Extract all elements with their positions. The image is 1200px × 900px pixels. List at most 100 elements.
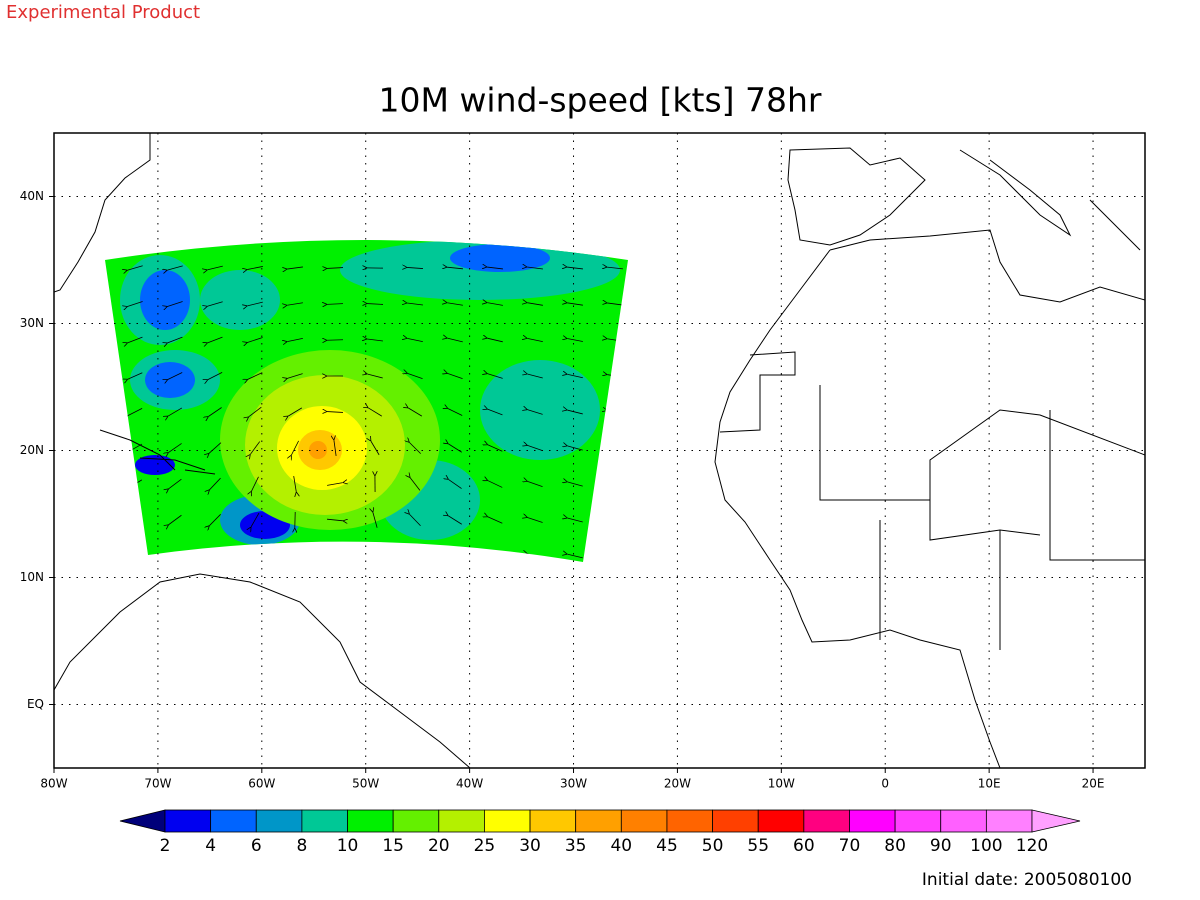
wind-arrow xyxy=(527,374,543,379)
colorbar-label: 50 xyxy=(702,836,724,856)
wind-arrow xyxy=(287,338,303,341)
colorbar-label: 10 xyxy=(337,836,359,856)
wind-arrow xyxy=(287,302,303,305)
x-tick-label: 40W xyxy=(456,777,483,791)
colorbar-box xyxy=(529,809,577,833)
wind-arrow xyxy=(334,440,337,456)
wind-arrow xyxy=(293,476,297,492)
wind-arrow xyxy=(169,478,182,489)
colorbar-label: 100 xyxy=(970,836,1002,856)
wind-arrow xyxy=(327,304,344,305)
wind-arrow xyxy=(448,516,462,525)
wind-arrow xyxy=(527,445,543,451)
colorbar-label: 35 xyxy=(565,836,587,856)
wind-arrow xyxy=(167,301,183,307)
wind-arrow xyxy=(169,514,182,525)
x-tick-label: 50W xyxy=(352,777,379,791)
product-label: Experimental Product xyxy=(6,2,200,23)
wind-arrow xyxy=(447,267,463,269)
wind-arrow xyxy=(368,408,383,417)
colorbar-box xyxy=(484,809,531,833)
wind-arrow xyxy=(367,374,383,379)
wind-arrow xyxy=(208,336,223,343)
x-tick-label: 0 xyxy=(881,777,889,791)
colorbar-box xyxy=(620,809,668,833)
wind-arrow xyxy=(128,336,143,343)
wind-arrow xyxy=(409,442,421,454)
wind-arrow xyxy=(128,372,143,380)
wind-arrow xyxy=(448,479,462,489)
wind-arrow xyxy=(248,372,263,380)
colorbar-box xyxy=(803,809,850,833)
wind-arrow xyxy=(447,338,463,343)
wind-arrow xyxy=(567,267,583,270)
wind-arrow xyxy=(408,408,423,417)
x-tick-label: 70W xyxy=(144,777,171,791)
wind-arrow xyxy=(527,267,543,270)
wind-arrow xyxy=(327,268,344,269)
wind-arrow xyxy=(287,373,303,379)
wind-arrow xyxy=(409,514,421,527)
wind-arrow xyxy=(249,406,262,417)
x-tick-label: 20W xyxy=(664,777,691,791)
colorbar-label: 8 xyxy=(296,836,307,856)
colorbar-box xyxy=(757,809,805,833)
wind-arrow xyxy=(567,446,583,451)
wind-arrow xyxy=(327,412,344,413)
colorbar-label: 2 xyxy=(160,836,171,856)
wind-arrow xyxy=(207,265,223,270)
x-tick-label: 60W xyxy=(248,777,275,791)
wind-arrow xyxy=(168,443,182,452)
wind-arrow xyxy=(447,373,463,379)
colorbar-box xyxy=(210,809,257,833)
wind-arrow xyxy=(247,266,263,269)
wind-arrow xyxy=(168,336,183,343)
wind-arrow xyxy=(168,372,183,380)
wind-arrow xyxy=(527,338,543,343)
wind-arrow xyxy=(567,482,583,487)
wind-arrow xyxy=(291,440,299,455)
wind-arrow xyxy=(527,517,543,523)
colorbar-label: 55 xyxy=(747,836,769,856)
wind-arrow xyxy=(250,441,261,455)
wind-arrow xyxy=(373,512,378,528)
wind-arrow xyxy=(247,301,263,306)
wind-arrow xyxy=(487,338,503,343)
wind-arrow xyxy=(607,267,623,269)
wind-arrow xyxy=(167,265,183,270)
y-tick-label: EQ xyxy=(27,697,44,711)
wind-arrow xyxy=(407,267,424,268)
x-tick-label: 10E xyxy=(978,777,1001,791)
wind-arrow xyxy=(247,337,263,343)
wind-arrow xyxy=(407,338,423,343)
wind-arrow xyxy=(287,266,303,269)
wind-arrow xyxy=(567,374,583,379)
wind-arrow xyxy=(527,481,543,488)
colorbar-label: 120 xyxy=(1016,836,1048,856)
wind-arrow xyxy=(371,441,380,456)
wind-arrow xyxy=(567,410,583,415)
initial-date: Initial date: 2005080100 xyxy=(922,870,1132,890)
colorbar-box xyxy=(255,809,303,833)
wind-arrow xyxy=(487,303,503,306)
wind-arrow xyxy=(447,303,463,306)
colorbar-label: 45 xyxy=(656,836,678,856)
wind-arrow xyxy=(208,372,223,379)
wind-arrow xyxy=(527,303,543,306)
wind-arrow xyxy=(488,481,503,488)
wind-arrow xyxy=(209,514,221,525)
wind-arrow xyxy=(168,407,183,416)
wind-arrow xyxy=(127,265,143,270)
wind-arrow xyxy=(407,373,423,380)
wind-arrow xyxy=(327,519,343,521)
wind-arrow xyxy=(488,517,503,524)
map-frame xyxy=(53,132,1146,769)
colorbar-box xyxy=(347,809,394,833)
wind-arrow xyxy=(251,512,260,527)
colorbar-box xyxy=(985,809,1033,833)
wind-arrow xyxy=(288,407,303,416)
wind-arrow xyxy=(407,303,423,306)
x-tick-label: 30W xyxy=(560,777,587,791)
colorbar-label: 15 xyxy=(382,836,404,856)
wind-arrow xyxy=(567,339,583,342)
